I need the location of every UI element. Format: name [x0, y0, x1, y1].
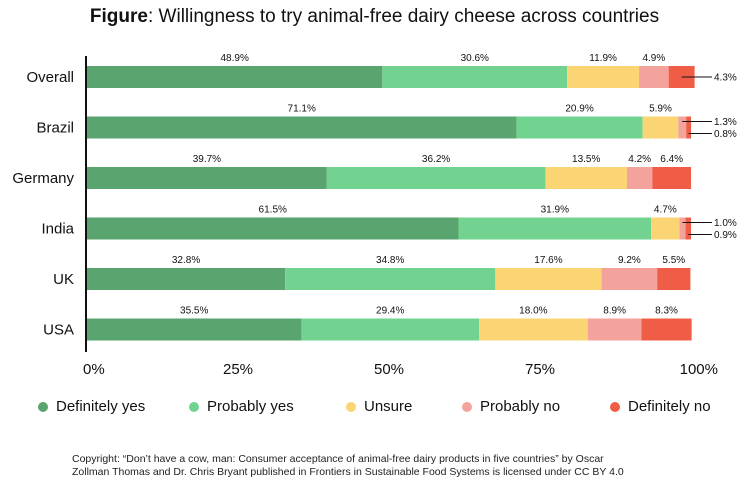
bar-uk-probably-no [601, 268, 658, 290]
bar-brazil-definitely-no [686, 116, 691, 139]
legend-item-unsure: Unsure [346, 398, 412, 415]
bar-usa-probably-no [587, 318, 642, 341]
bar-overall-probably-no [639, 66, 669, 88]
data-label-usa-definitely-no: 8.3% [655, 306, 678, 317]
legend-swatch-definitely-no [610, 401, 620, 412]
data-label-uk-unsure: 17.6% [534, 255, 562, 266]
bar-germany-definitely-no [652, 167, 691, 189]
bar-india-definitely-yes [87, 217, 459, 240]
legend-swatch-unsure [346, 401, 356, 412]
data-label-uk-definitely-no: 5.5% [662, 255, 685, 266]
data-label-usa-definitely-yes: 35.5% [180, 306, 208, 317]
data-label-usa-probably-no: 8.9% [603, 306, 626, 317]
data-label-germany-probably-no: 4.2% [628, 154, 651, 165]
bar-uk-definitely-no [657, 268, 691, 290]
data-label-overall-definitely-yes: 48.9% [220, 53, 248, 64]
x-tick-label-100: 100% [680, 361, 718, 378]
chart-title-bold: Figure [89, 6, 148, 27]
x-tick-label-0: 0% [83, 361, 105, 378]
callout-label-india-definitely-no: 0.9% [714, 230, 737, 241]
category-label-usa: USA [43, 322, 74, 339]
x-tick-label-75: 75% [525, 361, 555, 378]
data-label-uk-probably-no: 9.2% [618, 255, 641, 266]
data-label-uk-probably-yes: 34.8% [376, 255, 404, 266]
bar-brazil-probably-no [678, 116, 687, 139]
copyright-footer: Copyright: “Don’t have a cow, man: Consu… [72, 453, 732, 479]
chart-title-rest: : Willingness to try animal-free dairy c… [147, 6, 660, 27]
legend-swatch-probably-no [462, 401, 472, 412]
bar-usa-definitely-yes [87, 318, 302, 341]
data-label-india-definitely-yes: 61.5% [259, 205, 287, 216]
legend-item-definitely-no: Definitely no [610, 398, 711, 415]
bar-uk-definitely-yes [87, 268, 286, 290]
bar-usa-definitely-no [641, 318, 692, 341]
legend-item-probably-no: Probably no [462, 398, 560, 415]
callout-label-brazil-definitely-no: 0.8% [714, 129, 737, 140]
x-tick-label-25: 25% [223, 361, 253, 378]
data-label-brazil-probably-yes: 20.9% [565, 104, 593, 115]
category-label-overall: Overall [26, 69, 74, 86]
copyright-line-1: Copyright: “Don’t have a cow, man: Consu… [72, 453, 604, 465]
bar-brazil-unsure [642, 116, 679, 139]
legend-label-probably-yes: Probably yes [207, 398, 294, 415]
bar-overall-definitely-yes [87, 66, 383, 88]
data-label-brazil-definitely-yes: 71.1% [288, 104, 316, 115]
bar-germany-probably-no [626, 167, 653, 189]
bar-uk-probably-yes [285, 268, 496, 290]
legend-swatch-definitely-yes [38, 401, 48, 412]
x-tick-label-50: 50% [374, 361, 404, 378]
data-label-germany-definitely-no: 6.4% [660, 154, 683, 165]
legend-swatch-probably-yes [189, 401, 199, 412]
bar-usa-probably-yes [301, 318, 479, 341]
bar-brazil-definitely-yes [87, 116, 517, 139]
legend-label-probably-no: Probably no [480, 398, 561, 415]
bar-india-probably-no [679, 217, 686, 240]
data-label-overall-probably-yes: 30.6% [461, 53, 489, 64]
data-label-germany-definitely-yes: 39.7% [193, 154, 221, 165]
bar-overall-probably-yes [382, 66, 568, 88]
category-label-uk: UK [53, 271, 74, 288]
bar-usa-unsure [478, 318, 588, 341]
data-label-usa-unsure: 18.0% [519, 306, 547, 317]
data-label-brazil-unsure: 5.9% [649, 104, 672, 115]
legend-label-unsure: Unsure [364, 398, 413, 415]
bar-overall-definitely-no [668, 66, 695, 88]
legend-item-definitely-yes: Definitely yes [38, 398, 145, 415]
legend-item-probably-yes: Probably yes [189, 398, 294, 415]
copyright-line-2: Zollman Thomas and Dr. Chris Bryant publ… [72, 466, 624, 478]
callout-label-india-probably-no: 1.0% [714, 218, 737, 229]
chart-title: Figure: Willingness to try animal-free d… [0, 6, 749, 28]
data-label-uk-definitely-yes: 32.8% [172, 255, 200, 266]
legend: Definitely yes Probably yes Unsure Probably… [0, 398, 749, 422]
data-label-india-probably-yes: 31.9% [541, 205, 569, 216]
bar-overall-unsure [567, 66, 640, 88]
bar-brazil-probably-yes [516, 116, 643, 139]
bar-germany-definitely-yes [87, 167, 327, 189]
category-label-india: India [41, 221, 74, 238]
data-label-overall-unsure: 11.9% [589, 53, 617, 64]
category-label-brazil: Brazil [36, 120, 74, 137]
data-label-germany-unsure: 13.5% [572, 154, 600, 165]
bar-india-unsure [651, 217, 680, 240]
legend-label-definitely-no: Definitely no [628, 398, 711, 415]
callout-label-overall-definitely-no: 4.3% [714, 73, 737, 84]
bar-germany-probably-yes [326, 167, 546, 189]
bar-germany-unsure [545, 167, 627, 189]
bar-uk-unsure [495, 268, 602, 290]
data-label-india-unsure: 4.7% [654, 205, 677, 216]
data-label-usa-probably-yes: 29.4% [376, 306, 404, 317]
category-label-germany: Germany [12, 170, 74, 187]
legend-label-definitely-yes: Definitely yes [56, 398, 146, 415]
bar-india-definitely-no [685, 217, 691, 240]
data-label-overall-probably-no: 4.9% [642, 53, 665, 64]
stacked-bar-chart: Overall 48.9% 30.6% 11.9% 4.9% 4.3% Brazil 71.1… [12, 53, 737, 378]
callout-label-brazil-probably-no: 1.3% [714, 117, 737, 128]
data-label-germany-probably-yes: 36.2% [422, 154, 450, 165]
bar-india-probably-yes [458, 217, 652, 240]
